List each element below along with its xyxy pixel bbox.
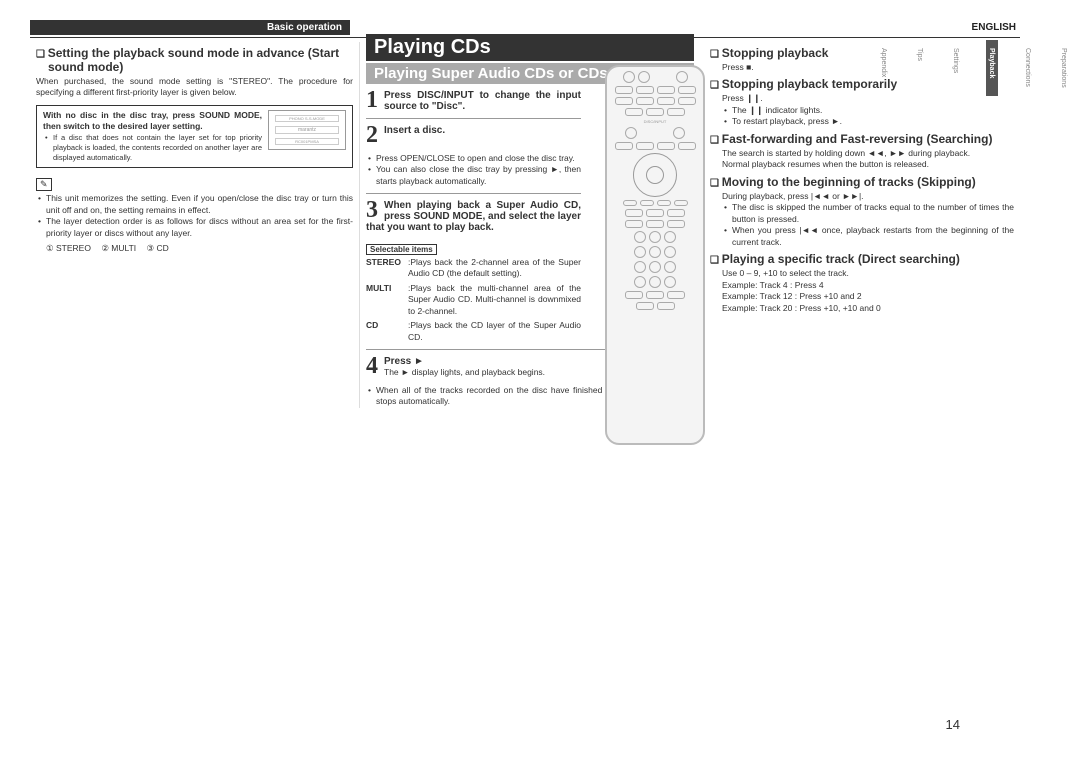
- mode-multi: MULTI :Plays back the multi-channel area…: [366, 283, 581, 317]
- step-2-b2: You can also close the disc tray by pres…: [366, 164, 581, 187]
- note-icon: ✎: [36, 178, 52, 191]
- tab-preparations[interactable]: Preparations: [1058, 40, 1070, 96]
- page-number: 14: [946, 717, 960, 732]
- order-3: ③ CD: [147, 243, 169, 253]
- note-2: The layer detection order is as follows …: [36, 216, 353, 239]
- text: When purchased, the sound mode setting i…: [36, 76, 353, 99]
- mode-cd: CD :Plays back the CD layer of the Super…: [366, 320, 581, 343]
- box-heading: With no disc in the disc tray, press SOU…: [43, 110, 262, 133]
- step-num-4: 4: [366, 356, 378, 378]
- stop-temp-b1: The ❙❙ indicator lights.: [722, 105, 1014, 116]
- page: Basic operation ENGLISH Setting the play…: [30, 20, 1020, 740]
- callout-box: With no disc in the disc tray, press SOU…: [36, 105, 353, 168]
- mode-stereo-v: :Plays back the 2-channel area of the Su…: [408, 257, 581, 280]
- remote-control-diagram: DISC/INPUT: [605, 65, 705, 445]
- mode-stereo: STEREO :Plays back the 2-channel area of…: [366, 257, 581, 280]
- title-playing-cds: Playing CDs: [366, 34, 694, 61]
- selectable-label: Selectable items: [366, 244, 437, 255]
- h-direct: Playing a specific track (Direct searchi…: [710, 252, 1014, 266]
- step-3-title: When playing back a Super Audio CD, pres…: [366, 200, 581, 233]
- order-2: ② MULTI: [101, 243, 136, 253]
- step-3: 3 When playing back a Super Audio CD, pr…: [366, 200, 581, 233]
- column-right: Stopping playback Press ■. Stopping play…: [700, 42, 1020, 408]
- step-num-3: 3: [366, 200, 378, 222]
- lang-indicator: ENGLISH: [972, 22, 1016, 33]
- h-stop-temp: Stopping playback temporarily: [710, 77, 1014, 91]
- tab-settings[interactable]: Settings: [950, 40, 962, 96]
- direct-p2: Example: Track 4 : Press 4: [722, 280, 1014, 291]
- h-search: Fast-forwarding and Fast-reversing (Sear…: [710, 132, 1014, 146]
- step-2-title: Insert a disc.: [366, 125, 581, 136]
- mode-multi-k: MULTI: [366, 283, 408, 317]
- stop-temp-p: Press ❙❙.: [722, 93, 1014, 104]
- order-1: ① STEREO: [46, 243, 91, 253]
- tab-tips[interactable]: Tips: [914, 40, 926, 96]
- step-2-b1: Press OPEN/CLOSE to open and close the d…: [366, 153, 581, 164]
- mode-cd-v: :Plays back the CD layer of the Super Au…: [408, 320, 581, 343]
- mode-multi-v: :Plays back the multi-channel area of th…: [408, 283, 581, 317]
- skip-b1: The disc is skipped the number of tracks…: [722, 202, 1014, 225]
- device-diagram: PHONO S-S-MODE marantz RC001PMSA: [268, 110, 346, 150]
- step-num-2: 2: [366, 125, 378, 147]
- search-p: The search is started by holding down ◄◄…: [722, 148, 1014, 159]
- step-2: 2 Insert a disc.: [366, 125, 581, 147]
- step-1-title: Press DISC/INPUT to change the input sou…: [366, 90, 581, 112]
- main-columns: Setting the playback sound mode in advan…: [30, 42, 1020, 408]
- note-1: This unit memorizes the setting. Even if…: [36, 193, 353, 216]
- heading-start-sound-mode: Setting the playback sound mode in advan…: [36, 46, 353, 74]
- stop-temp-b2: To restart playback, press ►.: [722, 116, 1014, 127]
- layer-order: ① STEREO ② MULTI ③ CD: [46, 243, 353, 254]
- side-tabs: Preparations Connections Playback Settin…: [1040, 40, 1070, 96]
- box-note: If a disc that does not contain the laye…: [43, 133, 262, 163]
- skip-p: During playback, press |◄◄ or ►►|.: [722, 191, 1014, 202]
- direct-p3: Example: Track 12 : Press +10 and 2: [722, 291, 1014, 302]
- search-p2: Normal playback resumes when the button …: [722, 159, 1014, 170]
- tab-connections[interactable]: Connections: [1022, 40, 1034, 96]
- step-1: 1 Press DISC/INPUT to change the input s…: [366, 90, 581, 112]
- mode-stereo-k: STEREO: [366, 257, 408, 280]
- direct-p1: Use 0 – 9, +10 to select the track.: [722, 268, 1014, 279]
- stop-p: Press ■.: [722, 62, 1014, 73]
- tab-basic-op: Basic operation: [30, 20, 350, 35]
- h-skip: Moving to the beginning of tracks (Skipp…: [710, 175, 1014, 189]
- direct-p4: Example: Track 20 : Press +10, +10 and 0: [722, 303, 1014, 314]
- skip-b2: When you press |◄◄ once, playback restar…: [722, 225, 1014, 248]
- column-left: Setting the playback sound mode in advan…: [30, 42, 360, 408]
- tab-playback[interactable]: Playback: [986, 40, 998, 96]
- tab-appendix[interactable]: Appendix: [878, 40, 890, 96]
- mode-cd-k: CD: [366, 320, 408, 343]
- h-stop: Stopping playback: [710, 46, 1014, 60]
- step-num-1: 1: [366, 90, 378, 112]
